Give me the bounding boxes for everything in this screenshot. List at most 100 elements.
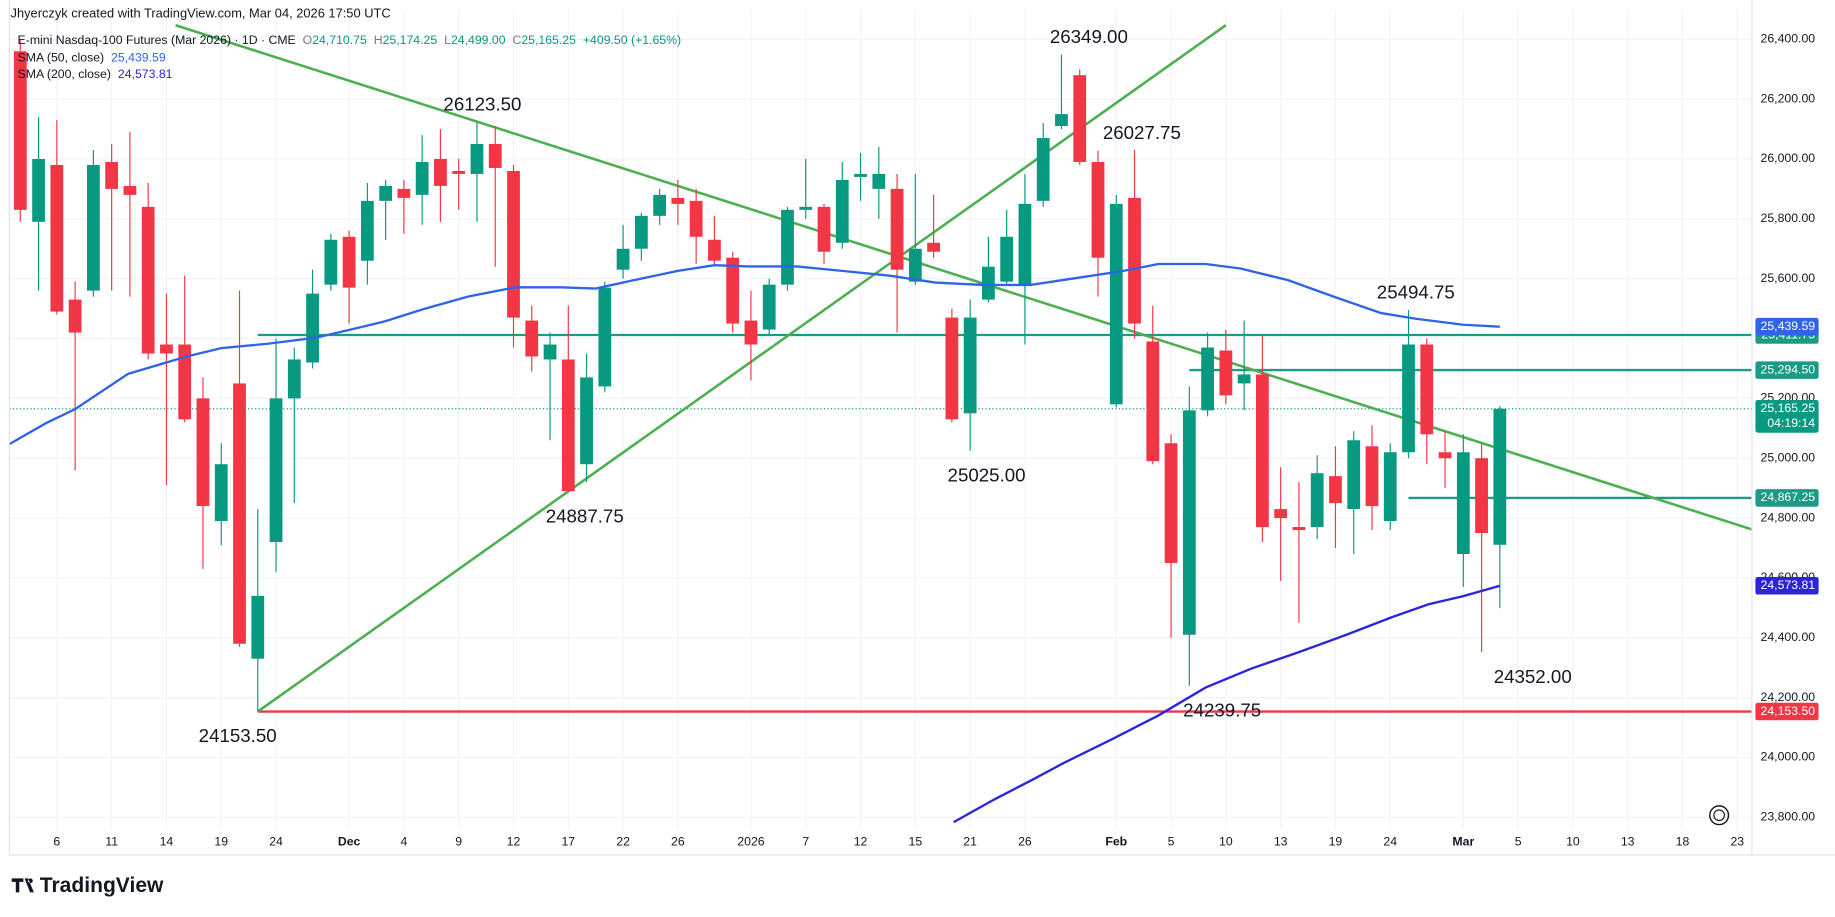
candle-body — [653, 194, 667, 216]
x-tick-label: 26 — [1018, 834, 1032, 848]
candle-body — [32, 158, 45, 222]
x-tick-label: 22 — [616, 834, 630, 848]
y-tick-label: 26,000.00 — [1761, 151, 1816, 165]
candle-body — [1475, 458, 1488, 534]
candle-body — [890, 188, 904, 270]
trend-line — [257, 24, 1227, 713]
candle-body — [689, 200, 703, 237]
x-tick-label: 5 — [1168, 834, 1175, 848]
candle-body — [1146, 341, 1160, 462]
candle-body — [1237, 374, 1251, 384]
quote-key: C — [512, 33, 521, 47]
candle-body — [434, 158, 447, 186]
x-tick-label: 2026 — [737, 834, 764, 848]
candle-body — [1365, 446, 1379, 507]
sma-name: SMA (200, close) — [18, 67, 111, 81]
axes: 26,400.00 26,200.00 26,000.00 25,800.00 25,6… — [8, 0, 1835, 856]
x-tick-label: 14 — [160, 834, 174, 848]
quote-line: E-mini Nasdaq-100 Futures (Mar 2026) · 1… — [18, 33, 682, 47]
brand: TradingView — [11, 874, 164, 897]
byline: Jhyerczyk created with TradingView.com, … — [11, 5, 391, 20]
candle-body — [306, 293, 319, 363]
candle-body — [196, 398, 210, 507]
price-annotation: 24153.50 — [199, 725, 277, 746]
candle-body — [781, 209, 794, 285]
x-tick-label: 10 — [1566, 834, 1580, 848]
x-tick-label: Mar — [1452, 834, 1474, 848]
y-tick-label: 23,800.00 — [1761, 810, 1816, 824]
candle-body — [1292, 527, 1306, 531]
x-tick-label: 23 — [1730, 834, 1744, 848]
candle-body — [1036, 138, 1050, 201]
candle-body — [105, 161, 119, 189]
sma-value: 25,439.59 — [111, 51, 166, 65]
quote-key: L — [444, 33, 451, 47]
price-badge-label: 24,573.81 — [1761, 578, 1816, 592]
candle-body — [1420, 344, 1434, 435]
price-badge-label: 25,294.50 — [1761, 362, 1816, 376]
candle-body — [1329, 476, 1342, 504]
candle-body — [1073, 75, 1087, 162]
price-badge — [1755, 361, 1819, 379]
y-tick-label: 24,800.00 — [1761, 510, 1816, 524]
price-badge-label: 25,439.59 — [1761, 319, 1816, 333]
quote-change: +409.50 (+1.65%) — [583, 33, 681, 47]
candle-body — [1438, 452, 1452, 459]
y-tick-label: 24,200.00 — [1761, 690, 1816, 704]
candle-body — [1018, 203, 1032, 285]
sma-line — [953, 584, 1501, 824]
candle-body — [1456, 452, 1470, 554]
x-tick-label: Feb — [1105, 834, 1127, 848]
quote-value: 25,174.25 — [383, 33, 438, 47]
candle-body — [1274, 509, 1288, 519]
x-tick-label: 15 — [909, 834, 923, 848]
y-tick-label: 25,600.00 — [1761, 271, 1816, 285]
overlay: 25,411.7525,294.5024,867.2524,153.5025,4… — [1755, 317, 1819, 721]
candle-body — [287, 359, 301, 399]
candle-body — [360, 200, 374, 261]
candle-body — [835, 179, 849, 243]
y-tick-label: 25,000.00 — [1761, 450, 1816, 464]
quote-key: O — [303, 33, 313, 47]
x-tick-label: 7 — [802, 834, 809, 848]
candle-body — [1000, 236, 1014, 282]
quote-value: 25,165.25 — [521, 33, 576, 47]
candle-body — [543, 344, 557, 360]
candle-body — [927, 242, 940, 252]
candle-body — [160, 344, 173, 354]
y-tick-label: 25,800.00 — [1761, 211, 1816, 225]
x-tick-label: 19 — [214, 834, 228, 848]
quote-value: 24,710.75 — [312, 33, 367, 47]
candle-body — [269, 398, 283, 543]
sma-line — [9, 262, 1500, 446]
price-annotation: 24352.00 — [1494, 666, 1572, 687]
x-tick-label: 24 — [1383, 834, 1397, 848]
y-tick-label: 26,400.00 — [1761, 32, 1816, 46]
candle-body — [854, 173, 867, 177]
x-tick-label: 12 — [854, 834, 868, 848]
candle-body — [580, 377, 593, 465]
candle-body — [251, 595, 265, 659]
candle-body — [1128, 197, 1141, 324]
x-tick-label: 10 — [1219, 834, 1233, 848]
x-tick-label: 21 — [963, 834, 977, 848]
y-tick-label: 24,400.00 — [1761, 630, 1816, 644]
quote-value: 24,499.00 — [451, 33, 506, 47]
x-tick-label: 26 — [671, 834, 685, 848]
candle-body — [1201, 347, 1214, 411]
candle-body — [68, 299, 82, 333]
candle-body — [525, 320, 539, 357]
price-annotation: 25025.00 — [948, 464, 1026, 485]
candle-body — [1402, 344, 1415, 453]
candle-body — [397, 188, 411, 198]
candle-body — [1255, 374, 1269, 528]
x-tick-label: 9 — [455, 834, 462, 848]
candle-body — [726, 257, 740, 324]
trend-line — [175, 23, 1752, 531]
price-annotation: 26123.50 — [443, 94, 521, 115]
legend: Jhyerczyk created with TradingView.com, … — [11, 5, 682, 81]
candle-body — [470, 144, 484, 174]
candle-body — [634, 215, 648, 249]
clock-icon — [1709, 805, 1730, 826]
